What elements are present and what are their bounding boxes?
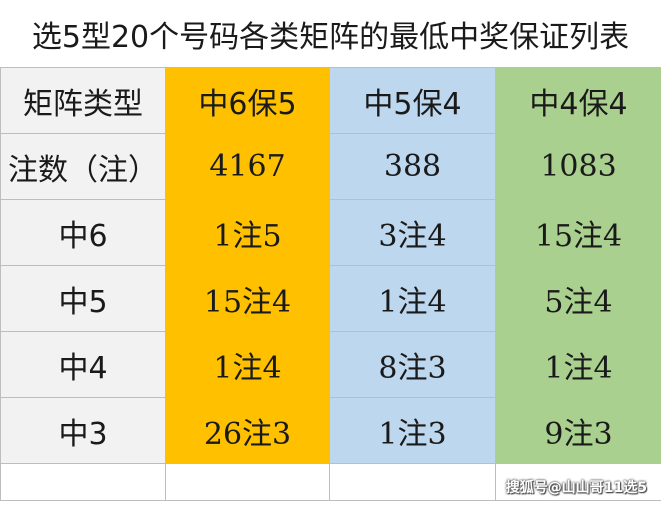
watermark: 搜狐号@山山哥11选5 xyxy=(505,480,647,496)
guarantee-table: 矩阵类型 中6保5 中5保4 中4保4 注数（注） 4167 388 1083 … xyxy=(0,67,661,501)
table-row: 中4 1注4 8注3 1注4 xyxy=(0,331,661,398)
empty-cell xyxy=(0,463,166,501)
row-label: 注数（注） xyxy=(0,133,166,200)
table-cell: 1注5 xyxy=(165,199,330,266)
table-title: 选5型20个号码各类矩阵的最低中奖保证列表 xyxy=(31,19,630,55)
table-row: 中3 26注3 1注3 9注3 xyxy=(0,397,661,464)
table-cell: 1注4 xyxy=(165,331,330,398)
header-cell-win5-guarantee4: 中5保4 xyxy=(329,67,496,134)
table-cell: 4167 xyxy=(165,133,330,200)
table-cell: 15注4 xyxy=(165,265,330,332)
row-label: 中3 xyxy=(0,397,166,464)
table-cell: 1注4 xyxy=(495,331,661,398)
table-row: 中5 15注4 1注4 5注4 xyxy=(0,265,661,332)
row-label: 中6 xyxy=(0,199,166,266)
row-label: 中4 xyxy=(0,331,166,398)
table-cell: 3注4 xyxy=(329,199,496,266)
header-cell-win4-guarantee4: 中4保4 xyxy=(495,67,661,134)
empty-footer-row xyxy=(0,463,661,501)
empty-cell xyxy=(165,463,330,501)
table-cell: 15注4 xyxy=(495,199,661,266)
table-cell: 1注3 xyxy=(329,397,496,464)
header-cell-matrix-type: 矩阵类型 xyxy=(0,67,166,134)
table-row: 注数（注） 4167 388 1083 xyxy=(0,133,661,200)
table-cell: 26注3 xyxy=(165,397,330,464)
table-row: 中6 1注5 3注4 15注4 xyxy=(0,199,661,266)
table-cell: 388 xyxy=(329,133,496,200)
table-cell: 8注3 xyxy=(329,331,496,398)
row-label: 中5 xyxy=(0,265,166,332)
empty-cell xyxy=(329,463,496,501)
header-cell-win6-guarantee5: 中6保5 xyxy=(165,67,330,134)
table-cell: 9注3 xyxy=(495,397,661,464)
header-row: 矩阵类型 中6保5 中5保4 中4保4 xyxy=(0,67,661,134)
table-cell: 1083 xyxy=(495,133,661,200)
table-cell: 1注4 xyxy=(329,265,496,332)
empty-cell xyxy=(495,463,661,501)
table-cell: 5注4 xyxy=(495,265,661,332)
